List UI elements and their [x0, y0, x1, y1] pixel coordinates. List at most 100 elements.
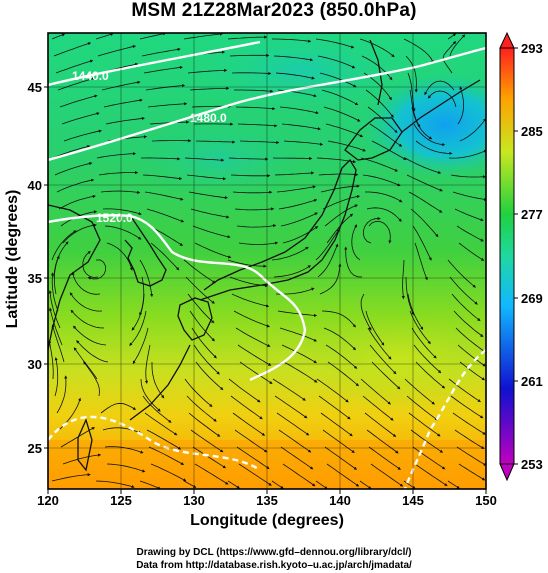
colorbar-label: 285: [521, 124, 543, 139]
streamline: [403, 480, 416, 489]
streamline: [282, 463, 316, 487]
streamline: [447, 33, 457, 40]
coast-kyushu: [177, 297, 213, 341]
streamline: [227, 480, 240, 489]
streamline: [280, 212, 318, 227]
streamline: [235, 327, 271, 347]
streamline: [403, 38, 434, 64]
contour-east: [403, 349, 486, 489]
x-tick-label: 145: [402, 493, 424, 508]
streamline: [227, 35, 268, 40]
streamline: [102, 208, 142, 216]
streamline: [146, 208, 185, 223]
streamline: [232, 190, 273, 194]
streamline: [274, 171, 315, 176]
streamline: [362, 174, 401, 187]
coast-china: [48, 204, 101, 351]
streamline: [235, 106, 276, 111]
streamline: [371, 361, 401, 390]
x-axis-label: Longitude (degrees): [190, 512, 344, 529]
streamline: [322, 429, 355, 454]
streamline: [51, 33, 66, 40]
streamline: [452, 191, 486, 201]
streamline: [457, 86, 465, 125]
streamline: [453, 310, 484, 338]
credit-drawing: Drawing by DCL (https://www.gfd–dennou.o…: [136, 547, 412, 558]
streamline: [360, 157, 399, 172]
streamline: [55, 59, 94, 74]
coast-ryukyu: [129, 344, 191, 421]
colorbar: 293 285 277 269 261 253: [499, 31, 543, 482]
streamline: [413, 123, 446, 147]
contour-labels: 1440.0 1480.0 1520.0: [72, 69, 227, 225]
streamline: [271, 246, 309, 261]
colorbar-label: 277: [521, 207, 543, 222]
grid-lines: [48, 33, 486, 489]
streamline: [142, 395, 172, 423]
streamline: [194, 463, 229, 485]
coast-kurils: [401, 79, 481, 133]
streamline: [276, 185, 316, 193]
streamline: [231, 293, 270, 308]
streamline: [320, 412, 353, 437]
streamline: [368, 220, 392, 244]
streamline: [231, 71, 272, 76]
colorbar-bottom-arrow: [499, 463, 515, 482]
streamline: [191, 327, 217, 359]
streamline: [415, 140, 453, 155]
streamline: [412, 225, 432, 261]
streamline: [183, 259, 216, 284]
streamline: [236, 446, 270, 470]
streamline: [52, 145, 91, 159]
streamline: [279, 106, 319, 115]
streamline: [50, 272, 59, 312]
streamline: [414, 463, 448, 487]
colorbar-label: 293: [521, 41, 543, 56]
streamline: [366, 429, 399, 454]
colorbar-label: 269: [521, 291, 543, 306]
streamline: [406, 395, 438, 421]
streamline: [95, 33, 114, 40]
streamline: [273, 55, 314, 62]
streamline: [276, 412, 310, 436]
streamline: [457, 344, 486, 367]
streamline: [318, 172, 359, 177]
streamline: [272, 378, 306, 401]
streamline: [360, 378, 391, 405]
streamline: [414, 242, 428, 281]
streamline: [411, 106, 433, 140]
streamline: [237, 344, 272, 366]
streamline: [324, 446, 358, 470]
streamline: [283, 140, 324, 146]
streamline: [98, 170, 139, 176]
streamline: [325, 344, 358, 369]
streamline: [49, 307, 63, 346]
streamline: [192, 225, 231, 239]
contour-warm-south: [48, 415, 261, 471]
y-tick-label: 45: [28, 80, 42, 95]
streamline: [456, 225, 484, 242]
streamline: [239, 140, 280, 145]
streamline: [365, 191, 403, 203]
streamline: [448, 149, 486, 159]
streamline: [272, 156, 313, 161]
contour-1440: [48, 40, 261, 87]
coast-sakhalin: [369, 39, 383, 106]
streamline: [54, 255, 60, 295]
streamline: [424, 80, 455, 96]
streamline: [327, 361, 360, 387]
streamline: [407, 72, 416, 112]
streamline: [405, 55, 418, 93]
streamline: [360, 293, 372, 331]
streamline: [351, 224, 361, 261]
cool-air-region-north: [180, 33, 420, 115]
streamline: [408, 191, 443, 213]
streamline: [186, 395, 217, 422]
streamline: [139, 259, 154, 298]
streamline: [190, 208, 230, 219]
streamline: [281, 344, 317, 364]
streamline: [365, 310, 385, 346]
streamline: [148, 446, 185, 465]
streamline: [131, 293, 145, 331]
streamline: [61, 112, 100, 125]
